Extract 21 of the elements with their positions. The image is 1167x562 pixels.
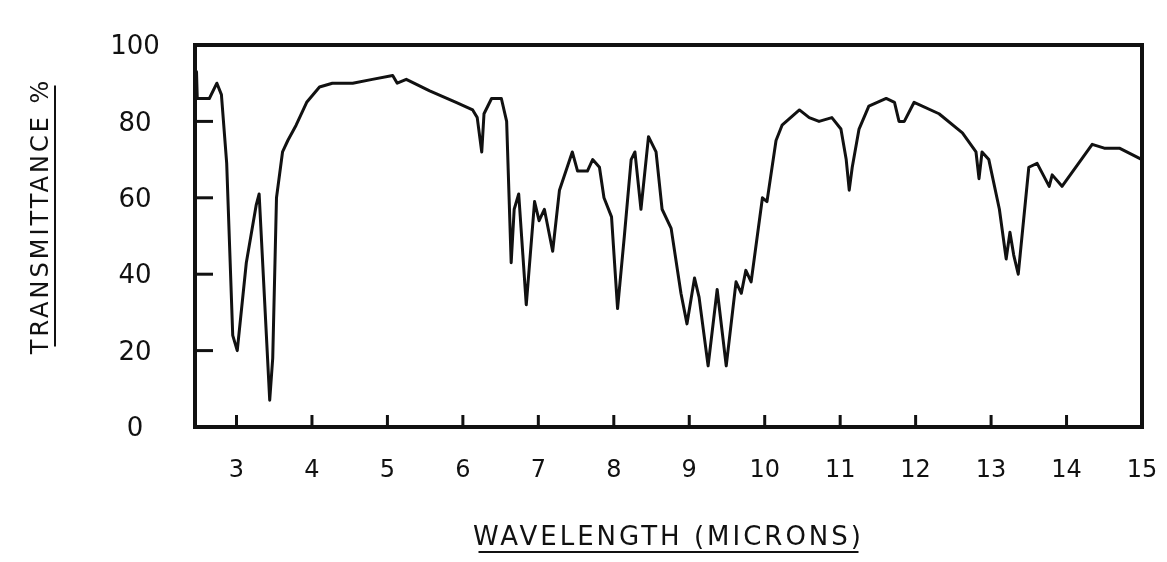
x-tick-label: 3 (228, 455, 245, 483)
x-tick-label: 5 (379, 455, 396, 483)
x-tick-label: 10 (749, 455, 780, 483)
x-tick-label: 7 (530, 455, 546, 483)
y-tick-label: 0 (126, 412, 144, 443)
x-tick-label: 6 (455, 455, 471, 483)
x-tick-label: 14 (1051, 455, 1082, 483)
y-tick-label: 40 (118, 259, 152, 290)
y-tick-label: 80 (118, 106, 152, 137)
x-tick-label: 4 (304, 455, 320, 483)
y-tick-label: 100 (110, 30, 160, 61)
x-tick-label: 15 (1126, 455, 1158, 483)
x-tick-label: 9 (681, 455, 697, 483)
x-tick-label: 11 (824, 455, 856, 483)
x-tick-label: 12 (900, 455, 931, 483)
x-tick-label: 13 (975, 455, 1007, 483)
y-tick-label: 60 (118, 182, 152, 213)
x-tick-label: 8 (606, 455, 622, 483)
y-tick-label: 20 (118, 335, 152, 366)
x-axis-title: WAVELENGTH (MICRONS) (473, 521, 864, 551)
y-axis-title: TRANSMITTANCE % (26, 77, 54, 356)
